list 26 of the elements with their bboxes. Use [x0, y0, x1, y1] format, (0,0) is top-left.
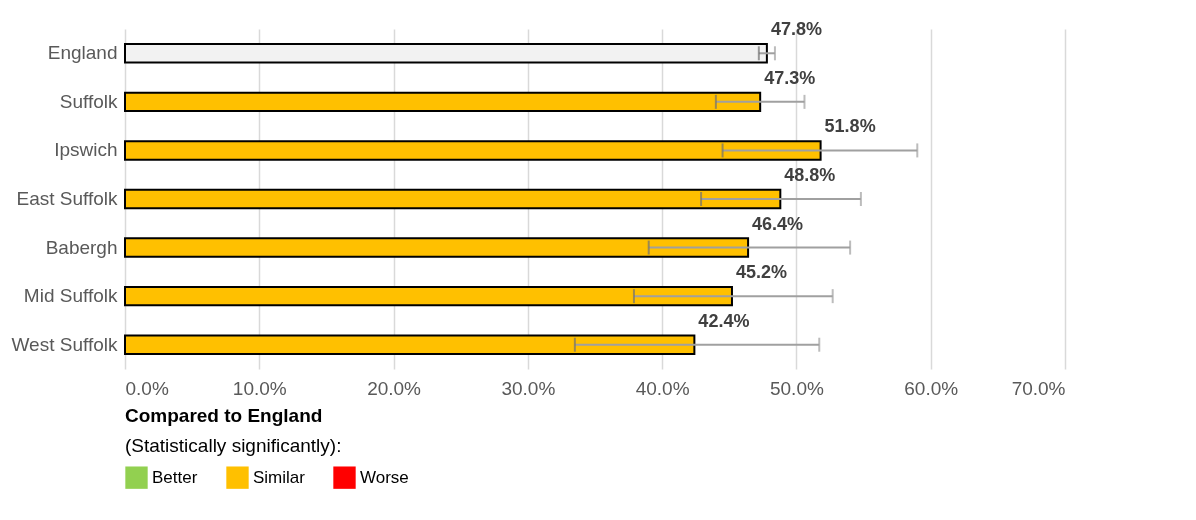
y-tick-label: Suffolk: [59, 90, 118, 112]
legend-title: Compared to England (Statistically significantly):: [125, 405, 342, 456]
x-tick-label: 50.0%: [769, 377, 824, 399]
y-tick-label: East Suffolk: [16, 188, 118, 209]
data-label: 47.3%: [764, 67, 816, 88]
data-label: 46.4%: [752, 213, 804, 234]
data-label: 42.4%: [698, 310, 750, 331]
x-tick-label: 10.0%: [232, 377, 287, 399]
legend-label: Better: [152, 467, 198, 487]
data-label: 45.2%: [735, 262, 788, 283]
x-tick-label: 0.0%: [125, 377, 169, 399]
legend-label: Worse: [360, 467, 409, 487]
x-tick-label: 20.0%: [367, 377, 422, 399]
y-tick-label: Babergh: [45, 236, 118, 258]
y-tick-label: Ipswich: [54, 139, 118, 161]
data-label: 48.8%: [784, 165, 836, 185]
data-label: 51.8%: [824, 116, 876, 137]
x-tick-label: 30.0%: [501, 377, 556, 399]
y-tick-label: England: [47, 42, 118, 64]
y-tick-label: West Suffolk: [11, 333, 118, 355]
y-tick-label: Mid Suffolk: [23, 285, 118, 307]
x-tick-label: 60.0%: [904, 377, 959, 399]
x-tick-label: 40.0%: [635, 377, 690, 399]
legend-label: Similar: [253, 467, 306, 487]
data-label: 47.8%: [770, 19, 822, 40]
x-tick-label: 70.0%: [1011, 377, 1066, 399]
